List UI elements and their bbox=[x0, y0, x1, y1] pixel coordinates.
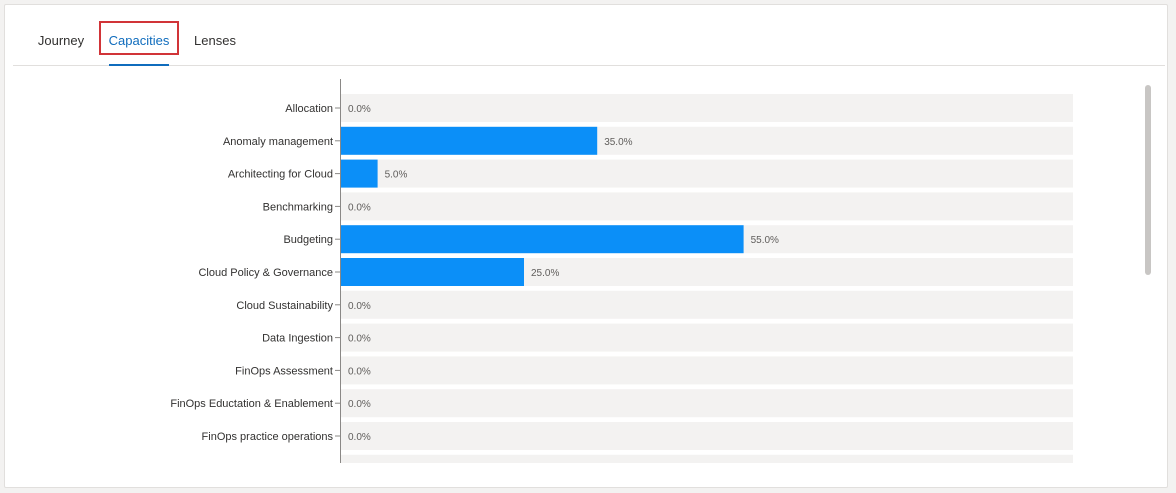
data-label: 0.0% bbox=[348, 202, 371, 213]
tab-lenses[interactable]: Lenses bbox=[187, 19, 243, 65]
tab-capacities-label: Capacities bbox=[108, 33, 170, 48]
bar-track bbox=[341, 159, 1073, 188]
data-label: 0.0% bbox=[348, 432, 371, 443]
data-label: 5.0% bbox=[385, 170, 408, 181]
bar-track bbox=[341, 422, 1073, 450]
bar[interactable] bbox=[341, 258, 524, 286]
bar-track bbox=[341, 389, 1073, 418]
tab-active-indicator bbox=[109, 64, 169, 66]
tab-lenses-label: Lenses bbox=[194, 33, 236, 48]
y-tick-label: Data Ingestion bbox=[262, 333, 333, 345]
tab-capacities[interactable]: Capacities bbox=[99, 19, 179, 66]
data-label: 0.0% bbox=[348, 104, 371, 115]
chart-scrollbar-thumb[interactable] bbox=[1145, 85, 1151, 275]
y-tick-label: Budgeting bbox=[283, 234, 333, 246]
chart-scroll-area[interactable]: Allocation 0.0% Anomaly management 35.0% Arc… bbox=[13, 79, 1143, 463]
capacities-bar-chart: Allocation 0.0% Anomaly management 35.0% Arc… bbox=[170, 79, 1073, 463]
tab-bar: Journey Capacities Lenses bbox=[13, 19, 1165, 66]
tab-highlight-box bbox=[99, 21, 179, 55]
data-label: 0.0% bbox=[348, 399, 371, 410]
data-label: 25.0% bbox=[531, 268, 559, 279]
y-tick-label: Architecting for Cloud bbox=[228, 169, 333, 181]
bar-track bbox=[341, 356, 1073, 385]
y-tick-label: Cloud Sustainability bbox=[236, 300, 333, 312]
capacities-panel: Journey Capacities Lenses Allocation 0.0%… bbox=[4, 4, 1168, 488]
bar[interactable] bbox=[341, 225, 744, 254]
bar-track bbox=[341, 94, 1073, 122]
tab-journey-label: Journey bbox=[37, 33, 85, 48]
data-label: 0.0% bbox=[348, 334, 371, 345]
bar-track bbox=[341, 290, 1073, 319]
y-tick-label: FinOps Assessment bbox=[235, 365, 333, 377]
bar-track bbox=[341, 192, 1073, 221]
y-tick-label: Allocation bbox=[285, 103, 333, 115]
tab-journey[interactable]: Journey bbox=[31, 19, 91, 65]
data-label: 35.0% bbox=[604, 137, 632, 148]
bar[interactable] bbox=[341, 126, 598, 155]
y-tick-label: FinOps practice operations bbox=[202, 431, 334, 443]
y-tick-label: Benchmarking bbox=[263, 201, 333, 213]
y-tick-label: Anomaly management bbox=[223, 136, 333, 148]
y-tick-label: Cloud Policy & Governance bbox=[198, 267, 333, 279]
bar[interactable] bbox=[341, 159, 378, 188]
y-tick-label: FinOps Eductation & Enablement bbox=[170, 398, 333, 410]
data-label: 0.0% bbox=[348, 301, 371, 312]
bar-track-partial bbox=[341, 454, 1073, 463]
data-label: 0.0% bbox=[348, 366, 371, 377]
bar-track bbox=[341, 323, 1073, 352]
data-label: 55.0% bbox=[751, 235, 779, 246]
